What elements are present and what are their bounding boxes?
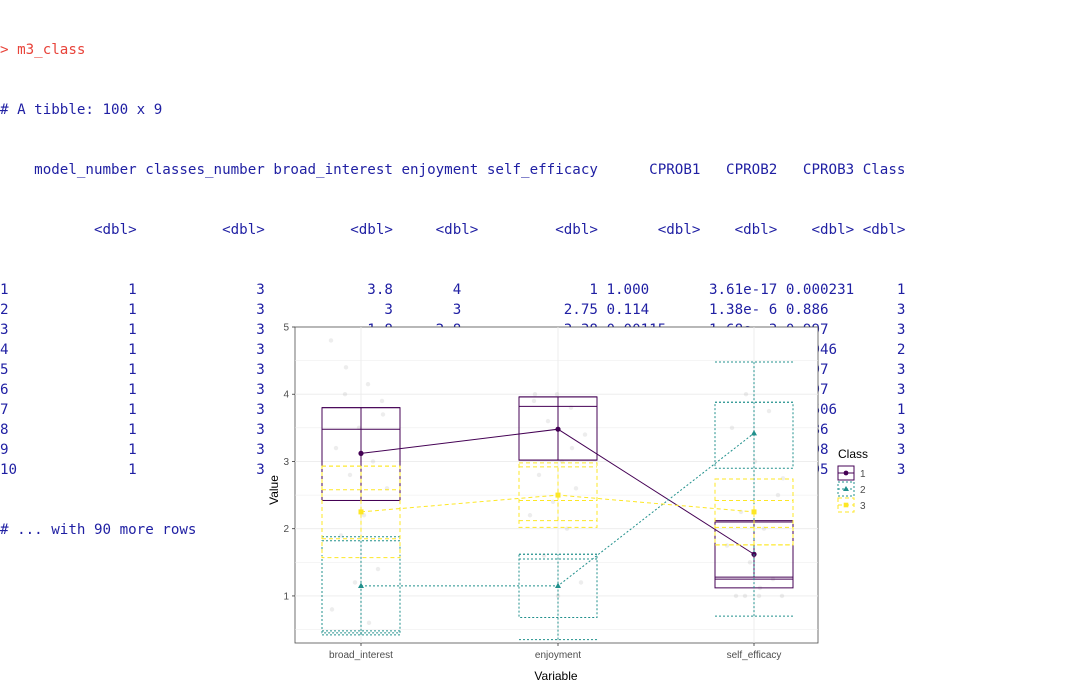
jitter-point — [343, 365, 349, 370]
box-class-2 — [518, 553, 598, 618]
jitter-point — [342, 392, 348, 397]
console-prompt: > m3_class — [0, 42, 86, 58]
mean-point — [555, 492, 561, 498]
mean-point — [358, 582, 364, 589]
jitter-point — [375, 566, 381, 572]
jitter-point — [379, 398, 385, 404]
jitter-point — [532, 392, 538, 397]
plot-panel — [294, 326, 819, 644]
jitter-point — [729, 425, 735, 431]
jitter-point — [582, 432, 588, 437]
jitter-point — [733, 593, 739, 599]
jitter-point — [747, 560, 753, 565]
y-tick-label: 2 — [283, 524, 289, 535]
jitter-point — [531, 398, 537, 404]
table-row: 1 1 3 3.8 4 1 1.000 3.61e-17 0.000231 1 — [0, 282, 906, 298]
mean-point — [555, 582, 561, 589]
jitter-point — [554, 392, 560, 397]
r-console: > m3_class # A tibble: 100 x 9 model_num… — [0, 0, 1080, 538]
jitter-point — [527, 513, 533, 518]
x-tick-label: enjoyment — [535, 650, 581, 661]
mean-point — [751, 509, 757, 515]
y-tick-label: 5 — [283, 323, 289, 334]
mean-point — [358, 509, 364, 515]
jitter-point — [756, 593, 762, 599]
jitter-point — [555, 593, 561, 599]
jitter-point — [545, 418, 551, 424]
series-layer — [321, 361, 794, 641]
jitter-point — [569, 445, 575, 451]
jitter-point — [380, 412, 386, 417]
mean-point — [751, 430, 757, 436]
y-axis: 1 2 3 4 5 — [283, 323, 295, 602]
jitter-point — [743, 392, 749, 397]
jitter-point — [536, 472, 542, 478]
x-axis: broad_interest enjoyment self_efficacy — [329, 643, 781, 661]
jitter-point — [365, 381, 371, 387]
tibble-footer: # ... with 90 more rows — [0, 522, 197, 538]
jitter-point — [779, 593, 785, 599]
y-axis-title: Value — [267, 475, 281, 505]
class-profile-plot: 1 2 3 4 5 broad_interest enjoyment self_effica… — [260, 318, 900, 689]
legend-title: Class — [838, 447, 868, 461]
legend-marker — [843, 470, 849, 476]
jitter-point — [780, 476, 786, 481]
jitter-point — [766, 408, 772, 414]
plot-svg: 1 2 3 4 5 broad_interest enjoyment self_effica… — [267, 323, 868, 684]
jitter-point — [724, 543, 730, 548]
x-axis-title: Variable — [534, 669, 577, 683]
jitter-point — [366, 620, 372, 626]
jitter-point — [370, 459, 376, 464]
jitter-point — [541, 553, 547, 558]
jitter-point — [742, 593, 748, 599]
legend-label: 1 — [860, 469, 866, 480]
series-class-2 — [321, 361, 794, 641]
legend: Class 1 2 3 — [837, 447, 868, 513]
jitter-point — [328, 338, 334, 343]
box-class-3 — [518, 462, 598, 528]
jitter-point — [333, 445, 339, 451]
box-class-2 — [321, 540, 401, 634]
jitter-point — [352, 580, 358, 585]
y-tick-label: 1 — [283, 591, 289, 602]
jitter-point — [329, 607, 335, 612]
legend-label: 2 — [860, 485, 866, 496]
type-row: <dbl> <dbl> <dbl> <dbl> <dbl> <dbl> <dbl… — [0, 222, 906, 238]
tibble-header: # A tibble: 100 x 9 — [0, 102, 163, 118]
table-row: 2 1 3 3 3 2.75 0.114 1.38e- 6 0.886 3 — [0, 302, 906, 318]
legend-marker — [843, 486, 849, 491]
jitter-point — [752, 459, 758, 464]
series-class-3 — [321, 462, 794, 559]
jitter-point — [775, 492, 781, 498]
jitter-point — [573, 486, 579, 491]
mean-point — [555, 426, 561, 432]
column-header-row: model_number classes_number broad_intere… — [0, 162, 906, 178]
legend-label: 3 — [860, 501, 866, 512]
jitter-point — [578, 580, 584, 585]
jitter-point — [347, 472, 353, 478]
y-tick-label: 4 — [283, 390, 289, 401]
x-tick-label: self_efficacy — [727, 650, 782, 661]
legend-marker — [843, 502, 849, 508]
mean-point — [358, 450, 364, 456]
x-tick-label: broad_interest — [329, 650, 393, 661]
y-tick-label: 3 — [283, 457, 289, 468]
